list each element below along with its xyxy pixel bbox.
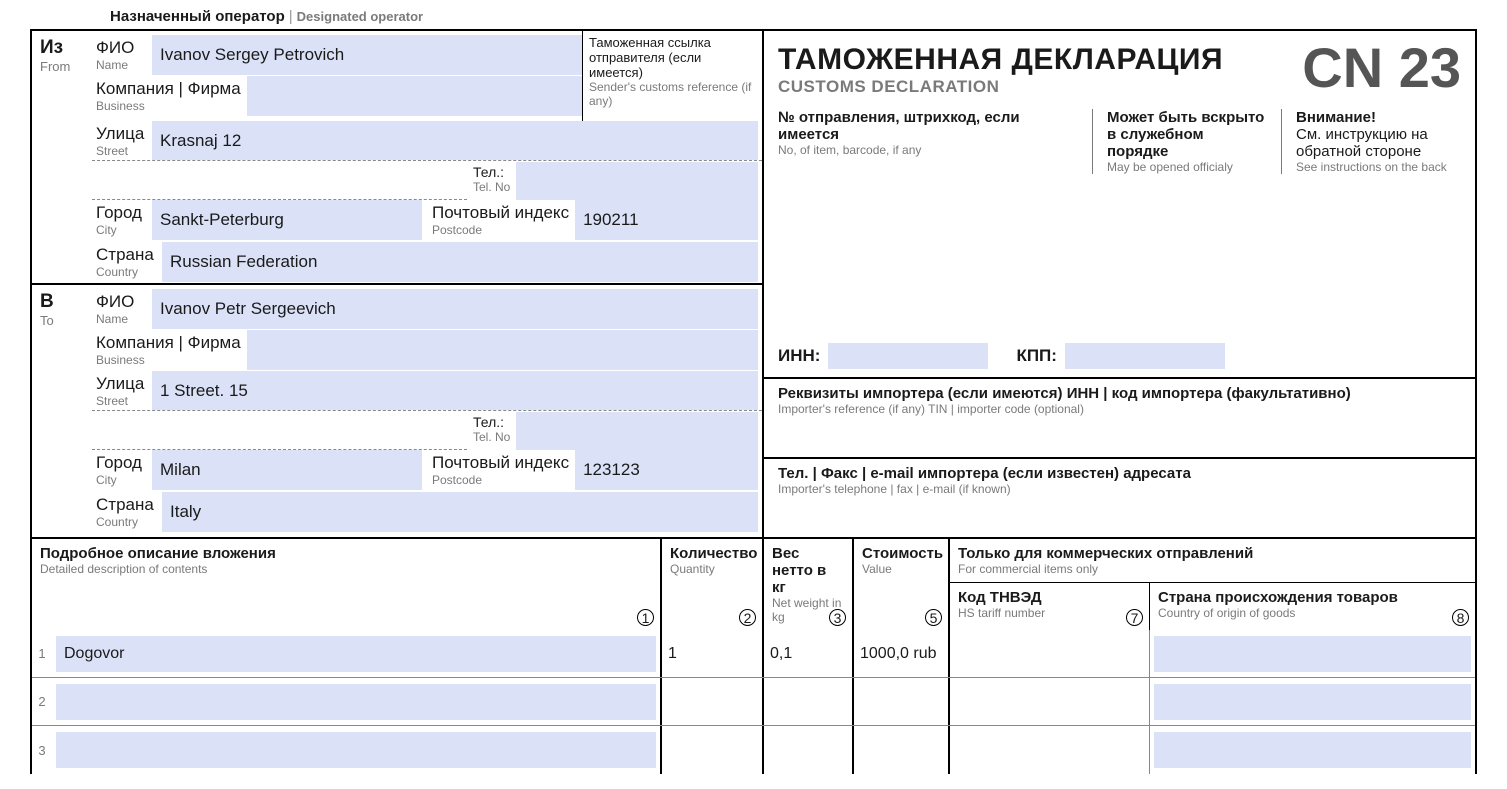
form-code: CN 23 xyxy=(1302,43,1461,97)
from-tel-input[interactable] xyxy=(516,162,758,200)
from-street-input[interactable]: Krasnaj 12 xyxy=(152,121,758,160)
inn-input[interactable] xyxy=(828,343,988,369)
item-qty: 1 xyxy=(662,630,764,677)
item-weight: 0,1 xyxy=(764,630,854,677)
item-row: 3 xyxy=(32,726,1475,774)
from-block: Из From ФИО Name Ivanov Sergey Petrovich xyxy=(32,31,762,285)
from-postcode-input[interactable]: 190211 xyxy=(575,200,758,240)
designated-operator-label: Назначенный оператор|Designated operator xyxy=(110,8,1477,25)
from-country-input[interactable]: Russian Federation xyxy=(162,242,758,282)
item-row: 2 xyxy=(32,678,1475,726)
declaration-column: ТАМОЖЕННАЯ ДЕКЛАРАЦИЯ CUSTOMS DECLARATIO… xyxy=(764,31,1475,537)
kpp-input[interactable] xyxy=(1065,343,1225,369)
to-label-en: To xyxy=(40,313,84,328)
to-country-input[interactable]: Italy xyxy=(162,492,758,532)
item-row: 1 Dogovor 1 0,1 1000,0 rub xyxy=(32,630,1475,678)
to-street-input[interactable]: 1 Street. 15 xyxy=(152,371,758,410)
from-business-input[interactable] xyxy=(247,76,582,116)
to-tel-input[interactable] xyxy=(516,412,758,450)
item-desc-input[interactable]: Dogovor xyxy=(56,636,656,672)
from-name-input[interactable]: Ivanov Sergey Petrovich xyxy=(152,35,582,75)
cn23-form: Назначенный оператор|Designated operator… xyxy=(0,0,1507,782)
address-column: Из From ФИО Name Ivanov Sergey Petrovich xyxy=(32,31,764,537)
importer-reference-block: Реквизиты импортера (если имеются) ИНН |… xyxy=(764,377,1475,457)
item-value: 1000,0 rub xyxy=(854,630,950,677)
item-desc-input[interactable] xyxy=(56,732,656,768)
to-postcode-input[interactable]: 123123 xyxy=(575,450,758,490)
from-city-input[interactable]: Sankt-Peterburg xyxy=(152,200,422,240)
to-business-input[interactable] xyxy=(247,330,758,370)
declaration-title-ru: ТАМОЖЕННАЯ ДЕКЛАРАЦИЯ xyxy=(778,43,1302,77)
from-label-en: From xyxy=(40,59,84,74)
to-city-input[interactable]: Milan xyxy=(152,450,422,490)
to-label-ru: В xyxy=(40,291,84,313)
item-hs xyxy=(950,630,1150,677)
item-origin-input[interactable] xyxy=(1154,732,1471,768)
customs-reference: Таможенная ссылка отправителя (если имее… xyxy=(582,31,762,121)
items-header: Подробное описание вложения Detailed des… xyxy=(30,537,1477,630)
inn-kpp-row: ИНН: КПП: xyxy=(764,335,1475,377)
to-block: В To ФИО Name Ivanov Petr Sergeevich Ком… xyxy=(32,285,762,537)
item-origin-input[interactable] xyxy=(1154,684,1471,720)
item-origin-input[interactable] xyxy=(1154,636,1471,672)
declaration-title-en: CUSTOMS DECLARATION xyxy=(778,77,1302,97)
from-label-ru: Из xyxy=(40,37,84,59)
item-desc-input[interactable] xyxy=(56,684,656,720)
to-name-input[interactable]: Ivanov Petr Sergeevich xyxy=(152,289,758,329)
importer-contact-block: Тел. | Факс | e-mail импортера (если изв… xyxy=(764,457,1475,537)
items-table: 1 Dogovor 1 0,1 1000,0 rub 2 3 xyxy=(30,630,1477,774)
